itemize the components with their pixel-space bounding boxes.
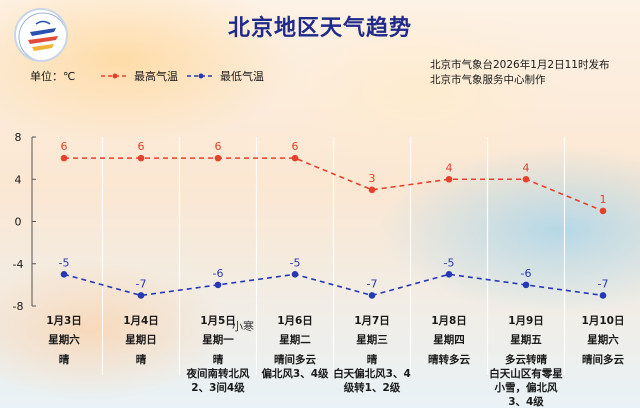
day-column: 1月3日星期六晴 [25, 314, 103, 367]
low-temp-label: -7 [136, 277, 147, 290]
high-temp-point [60, 154, 68, 162]
day-weather: 晴间多云 偏北风3、4级 [261, 354, 329, 380]
day-weather: 晴 [58, 354, 70, 366]
day-column: 1月6日星期二晴间多云 偏北风3、4级 [256, 314, 334, 381]
legend-low-swatch-icon [187, 73, 215, 79]
high-temp-label: 4 [446, 161, 453, 174]
low-temp-label: -7 [367, 277, 378, 290]
unit-label: 单位：℃ [30, 70, 76, 83]
day-weekday: 星期一 [202, 334, 234, 346]
high-temp-point [137, 154, 145, 162]
high-temp-point [522, 175, 530, 183]
day-weather: 晴夜间南转北风2、3间4级 [186, 354, 250, 394]
high-temp-point [599, 207, 607, 215]
day-date: 1月7日 [354, 315, 390, 327]
high-temp-label: 3 [369, 172, 376, 185]
day-column: 1月5日星期一晴夜间南转北风2、3间4级 [179, 314, 257, 395]
low-temp-label: -5 [444, 256, 455, 269]
day-weekday: 星期四 [433, 334, 465, 346]
xiaohan-stamp: 小寒 [232, 320, 254, 333]
y-tick-label: 0 [15, 216, 22, 229]
high-temp-line [64, 157, 604, 212]
day-weather: 多云转晴 白天山区有零星小雪，偏北风3、4级 [489, 354, 563, 408]
day-column: 1月10日星期六晴间多云 [564, 314, 640, 367]
y-tick-label: 4 [15, 173, 22, 186]
legend-high-label: 最高气温 [134, 70, 178, 83]
day-date: 1月3日 [46, 315, 82, 327]
day-weather: 晴转多云 [428, 354, 470, 366]
publisher-info: 北京市气象台2026年1月2日11时发布 北京市气象服务中心制作 [430, 58, 609, 88]
y-tick-label: 8 [15, 131, 22, 144]
day-weekday: 星期五 [510, 334, 542, 346]
high-temp-point [368, 186, 376, 194]
day-column: 1月8日星期四晴转多云 [410, 314, 488, 367]
low-temp-point [445, 271, 453, 278]
legend-low: 最低气温 [186, 68, 264, 84]
day-date: 1月10日 [581, 315, 625, 327]
low-temp-label: -6 [213, 267, 224, 280]
day-weather: 晴白天偏北风3、4级转1、2级 [333, 354, 411, 394]
day-date: 1月6日 [277, 315, 313, 327]
high-temp-label: 1 [600, 193, 607, 206]
day-column: 1月9日星期五多云转晴 白天山区有零星小雪，偏北风3、4级 [487, 314, 565, 409]
low-temp-label: -5 [290, 256, 301, 269]
low-temp-point [60, 271, 68, 278]
high-temp-label: 6 [215, 140, 222, 153]
day-weekday: 星期六 [587, 334, 619, 346]
low-temp-label: -6 [521, 267, 532, 280]
day-column: 1月4日星期日晴 [102, 314, 180, 367]
page-title: 北京地区天气趋势 [227, 16, 412, 41]
low-temp-label: -5 [59, 256, 70, 269]
day-weekday: 星期日 [125, 334, 157, 346]
day-date: 1月9日 [508, 315, 544, 327]
high-temp-label: 6 [61, 140, 68, 153]
y-tick-label: -8 [13, 300, 24, 313]
legend-high: 最高气温 [100, 68, 178, 84]
day-weather: 晴间多云 [582, 354, 624, 366]
day-date: 1月5日 [200, 315, 236, 327]
high-temp-label: 6 [292, 140, 299, 153]
legend-low-label: 最低气温 [220, 70, 264, 83]
publisher-line-1: 北京市气象台2026年1月2日11时发布 [430, 59, 610, 71]
low-temp-point [137, 292, 145, 299]
high-temp-point [445, 175, 453, 183]
high-temp-label: 4 [523, 161, 530, 174]
low-temp-point [522, 281, 530, 289]
low-temp-point [368, 292, 376, 299]
day-weather: 晴 [135, 354, 147, 366]
high-temp-point [214, 154, 222, 162]
low-temp-point [291, 271, 299, 278]
publisher-line-2: 北京市气象服务中心制作 [430, 74, 546, 86]
day-date: 1月8日 [431, 315, 467, 327]
high-temp-point [291, 154, 299, 162]
y-tick-label: -4 [13, 258, 24, 271]
legend-high-swatch-icon [101, 73, 129, 79]
day-weekday: 星期二 [279, 334, 311, 346]
low-temp-line [63, 273, 604, 297]
low-temp-point [599, 292, 607, 299]
low-temp-point [214, 281, 222, 289]
day-column: 1月7日星期三晴白天偏北风3、4级转1、2级 [333, 314, 411, 395]
low-temp-label: -7 [598, 277, 609, 290]
day-weekday: 星期六 [48, 334, 80, 346]
weather-bureau-logo-icon [14, 8, 68, 62]
high-temp-label: 6 [138, 140, 145, 153]
day-weekday: 星期三 [356, 334, 388, 346]
day-date: 1月4日 [123, 315, 159, 327]
